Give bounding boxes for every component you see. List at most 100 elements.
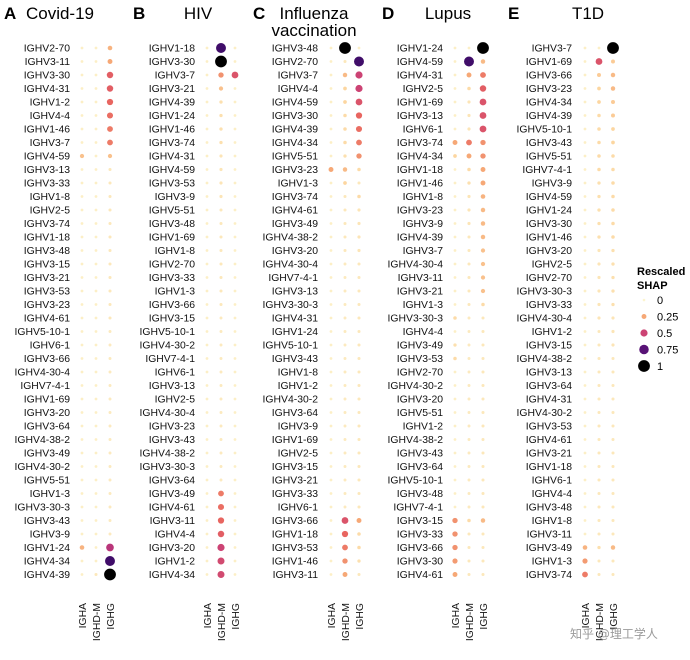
data-dot: [205, 519, 209, 522]
data-dot: [481, 356, 485, 361]
data-dot: [480, 518, 486, 523]
data-dot: [357, 437, 361, 442]
data-dot: [94, 100, 98, 104]
data-dot: [356, 153, 362, 159]
data-dot: [583, 424, 587, 428]
gene-label: IGHV4-34: [526, 98, 572, 109]
gene-label: IGHV4-59: [397, 57, 443, 68]
panel-a: A Covid-19 IGHV2-70 IGHV3-11 IGHV3-30 IGHV4-3…: [4, 4, 117, 641]
data-dot: [597, 113, 601, 118]
data-dot: [480, 221, 486, 226]
data-dot: [357, 208, 361, 212]
gene-label: IGHV3-74: [149, 138, 195, 149]
data-dot: [357, 302, 361, 307]
data-dot: [329, 249, 333, 252]
gene-label: IGHV3-13: [272, 287, 318, 298]
data-dot: [357, 532, 361, 536]
data-dot: [467, 100, 471, 104]
data-dot: [467, 330, 471, 333]
data-dot: [583, 249, 587, 252]
gene-label: IGHV3-49: [24, 449, 70, 460]
data-dot: [94, 330, 98, 333]
data-dot: [357, 248, 361, 253]
data-dot: [233, 87, 237, 90]
data-dot: [611, 437, 615, 442]
data-dot: [481, 451, 485, 455]
data-dot: [329, 424, 333, 428]
data-dot: [94, 438, 98, 441]
data-dot: [219, 424, 223, 428]
data-dot: [108, 451, 112, 455]
data-dot: [329, 100, 333, 104]
gene-label: IGHV4-4: [30, 111, 71, 122]
data-dot: [106, 71, 114, 79]
data-dot: [611, 194, 615, 199]
data-dot: [480, 167, 486, 172]
data-dot: [329, 73, 333, 77]
gene-label: IGHV5-51: [397, 408, 443, 419]
data-dot: [481, 572, 485, 577]
data-dot: [108, 194, 112, 199]
data-dot: [219, 316, 223, 320]
data-dot: [329, 46, 333, 50]
data-dot: [94, 208, 98, 212]
gene-label: IGHV1-46: [526, 233, 572, 244]
data-dot: [480, 72, 486, 78]
data-dot: [607, 42, 619, 54]
isotype-label: IGHD-M: [341, 603, 352, 641]
data-dot: [329, 276, 333, 279]
data-dot: [329, 114, 333, 117]
data-dot: [597, 221, 601, 226]
data-dot: [329, 411, 333, 414]
gene-label: IGHV3-66: [397, 543, 443, 554]
data-dot: [80, 303, 84, 306]
data-dot: [94, 141, 98, 144]
data-dot: [205, 100, 209, 104]
data-dot: [597, 316, 601, 320]
data-dot: [80, 424, 84, 428]
data-dot: [583, 519, 587, 522]
data-dot: [343, 127, 347, 131]
data-dot: [611, 383, 615, 388]
gene-label: IGHV3-9: [403, 219, 444, 230]
data-dot: [453, 424, 457, 428]
data-dot: [329, 87, 333, 90]
data-dot: [94, 492, 98, 495]
gene-label: IGHV4-61: [526, 435, 572, 446]
data-dot: [356, 518, 362, 523]
data-dot: [219, 140, 223, 145]
data-dot: [583, 438, 587, 441]
gene-label: IGHV3-30-3: [263, 300, 319, 311]
data-dot: [233, 289, 237, 293]
gene-label: IGHV1-2: [278, 381, 319, 392]
data-dot: [597, 437, 601, 442]
data-dot: [343, 343, 347, 347]
data-dot: [80, 73, 84, 77]
data-dot: [611, 370, 615, 374]
data-dot: [329, 195, 333, 198]
gene-label: IGHV1-18: [397, 165, 443, 176]
data-dot: [357, 370, 361, 374]
data-dot: [583, 303, 587, 306]
gene-label: IGHV3-74: [272, 192, 318, 203]
data-dot: [611, 518, 615, 523]
data-dot: [611, 424, 615, 428]
gene-label: IGHV2-5: [278, 449, 319, 460]
gene-label: IGHV5-51: [272, 152, 318, 163]
legend-label: 1: [657, 361, 663, 373]
gene-label: IGHV5-10-1: [388, 476, 444, 487]
data-dot: [452, 558, 458, 564]
data-dot: [477, 42, 489, 54]
data-dot: [597, 127, 601, 131]
data-dot: [108, 411, 112, 414]
data-dot: [94, 357, 98, 360]
data-dot: [205, 357, 209, 360]
gene-label: IGHV3-48: [24, 246, 70, 257]
data-dot: [342, 558, 348, 564]
data-dot: [233, 276, 237, 279]
data-dot: [233, 343, 237, 347]
gene-label: IGHV1-2: [30, 98, 71, 109]
data-dot: [343, 140, 347, 145]
data-dot: [80, 262, 84, 266]
